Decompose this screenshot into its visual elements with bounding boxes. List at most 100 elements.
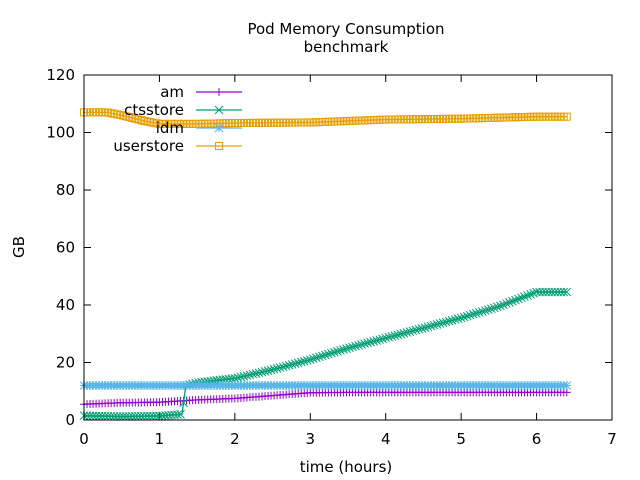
data-point-ctsstore	[351, 341, 360, 351]
data-point-ctsstore	[263, 366, 273, 376]
axis-ticks: 0 20 40 60 80 100 120 0 1 2 3 4 5 6 7	[46, 66, 616, 448]
data-point-ctsstore	[486, 304, 496, 314]
data-point-ctsstore	[324, 349, 333, 359]
data-point-ctsstore	[369, 336, 378, 346]
data-point-ctsstore	[411, 325, 421, 335]
data-point-ctsstore	[348, 342, 357, 352]
data-point-ctsstore	[281, 361, 291, 371]
data-point-ctsstore	[360, 339, 369, 349]
x-tick-label: 2	[230, 430, 240, 448]
data-point-ctsstore	[517, 293, 526, 303]
data-point-ctsstore	[302, 356, 312, 365]
data-point-ctsstore	[465, 310, 475, 320]
data-point-ctsstore	[502, 299, 511, 308]
data-point-ctsstore	[378, 334, 388, 344]
data-point-ctsstore	[459, 312, 469, 322]
data-point-ctsstore	[492, 302, 502, 312]
data-point-ctsstore	[321, 350, 330, 360]
data-point-ctsstore	[269, 364, 279, 374]
data-point-ctsstore	[381, 333, 391, 343]
data-point-ctsstore	[496, 301, 505, 311]
legend-marker-am	[215, 88, 223, 96]
y-tick-label: 20	[56, 354, 75, 372]
data-point-ctsstore	[489, 303, 499, 313]
data-point-ctsstore	[330, 347, 339, 357]
data-point-userstore	[562, 112, 571, 121]
data-point-ctsstore	[562, 287, 572, 297]
data-point-ctsstore	[399, 328, 409, 338]
data-point-ctsstore	[293, 358, 303, 368]
data-point-ctsstore	[520, 292, 529, 302]
data-point-ctsstore	[176, 410, 185, 419]
data-point-ctsstore	[432, 320, 442, 329]
y-tick-label: 80	[56, 181, 75, 199]
legend-label-userstore: userstore	[113, 137, 184, 155]
data-point-ctsstore	[308, 354, 318, 364]
data-point-ctsstore	[375, 335, 385, 345]
data-point-ctsstore	[311, 353, 321, 363]
data-point-ctsstore	[453, 314, 463, 324]
legend-label-ctsstore: ctsstore	[124, 101, 184, 119]
y-tick-label: 0	[65, 411, 75, 429]
data-point-ctsstore	[417, 324, 427, 333]
y-tick-label: 60	[56, 239, 75, 257]
data-point-ctsstore	[272, 364, 282, 373]
data-point-ctsstore	[471, 308, 481, 318]
data-point-ctsstore	[456, 313, 466, 323]
data-point-ctsstore	[299, 356, 309, 366]
data-point-ctsstore	[450, 315, 460, 324]
y-axis-label: GB	[10, 236, 28, 258]
data-point-ctsstore	[511, 295, 520, 305]
data-point-ctsstore	[275, 363, 285, 373]
data-point-ctsstore	[396, 329, 406, 339]
legend-label-idm: idm	[156, 119, 184, 137]
chart-title: Pod Memory Consumption	[247, 20, 444, 38]
data-point-ctsstore	[423, 322, 433, 332]
data-point-ctsstore	[514, 294, 523, 304]
data-point-am	[562, 388, 571, 397]
series-userstore	[80, 108, 571, 128]
data-point-ctsstore	[314, 352, 324, 362]
data-point-ctsstore	[480, 306, 490, 315]
data-point-ctsstore	[387, 332, 397, 341]
data-point-ctsstore	[305, 355, 315, 364]
data-point-ctsstore	[339, 345, 348, 354]
legend-marker-idm	[214, 123, 224, 133]
data-point-ctsstore	[526, 290, 535, 299]
data-point-ctsstore	[393, 330, 403, 340]
x-tick-label: 3	[306, 430, 316, 448]
data-point-ctsstore	[327, 348, 336, 358]
data-point-ctsstore	[290, 359, 300, 369]
y-tick-label: 120	[46, 66, 75, 84]
data-point-ctsstore	[426, 321, 436, 331]
series-idm	[79, 381, 572, 390]
data-point-ctsstore	[505, 298, 514, 307]
x-tick-label: 4	[381, 430, 391, 448]
data-point-ctsstore	[173, 410, 182, 419]
data-point-ctsstore	[357, 340, 366, 349]
data-point-ctsstore	[420, 323, 430, 332]
data-point-ctsstore	[318, 351, 327, 361]
data-point-ctsstore	[342, 344, 351, 353]
data-point-ctsstore	[345, 343, 354, 353]
data-point-ctsstore	[499, 300, 508, 310]
data-point-ctsstore	[441, 317, 451, 327]
data-point-ctsstore	[405, 327, 415, 336]
legend-marker-userstore	[215, 142, 223, 150]
data-point-ctsstore	[372, 336, 382, 345]
data-point-ctsstore	[483, 305, 493, 315]
data-point-ctsstore	[529, 288, 538, 298]
data-point-ctsstore	[414, 324, 424, 334]
data-point-ctsstore	[474, 308, 484, 317]
data-point-ctsstore	[287, 360, 297, 369]
data-point-ctsstore	[435, 319, 445, 328]
plot-series	[79, 108, 572, 421]
data-point-ctsstore	[408, 326, 418, 336]
data-point-ctsstore	[447, 315, 457, 325]
data-point-ctsstore	[333, 346, 342, 356]
data-point-ctsstore	[390, 331, 400, 341]
data-point-ctsstore	[402, 328, 412, 337]
data-point-idm	[562, 381, 572, 390]
